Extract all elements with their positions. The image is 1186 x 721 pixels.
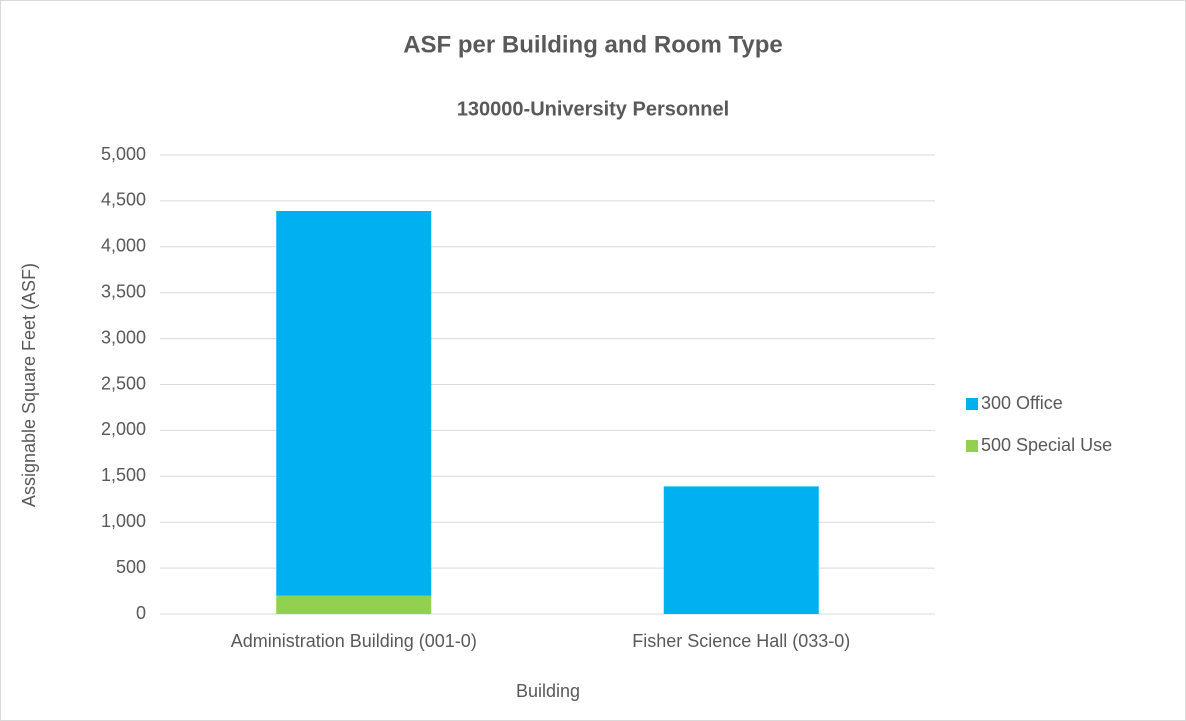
y-tick-label: 4,000: [101, 236, 146, 256]
y-tick-label: 1,000: [101, 511, 146, 531]
legend-label: 500 Special Use: [981, 435, 1112, 455]
y-tick-label: 500: [116, 557, 146, 577]
y-tick-label: 0: [136, 603, 146, 623]
y-tick-label: 2,500: [101, 373, 146, 393]
legend-swatch: [966, 398, 978, 410]
x-tick-label: Fisher Science Hall (033-0): [632, 631, 850, 651]
y-tick-label: 4,500: [101, 190, 146, 210]
bar-segment: [276, 210, 432, 596]
legend-label: 300 Office: [981, 393, 1063, 413]
bar-segment: [276, 595, 432, 614]
y-axis-label: Assignable Square Feet (ASF): [19, 263, 39, 507]
chart-subtitle: 130000-University Personnel: [457, 98, 729, 120]
legend-swatch: [966, 440, 978, 452]
y-tick-label: 1,500: [101, 465, 146, 485]
y-tick-label: 2,000: [101, 419, 146, 439]
chart-title: ASF per Building and Room Type: [403, 31, 783, 58]
y-tick-label: 5,000: [101, 144, 146, 164]
y-tick-label: 3,500: [101, 281, 146, 301]
y-tick-label: 3,000: [101, 327, 146, 347]
x-tick-label: Administration Building (001-0): [231, 631, 477, 651]
x-axis-label: Building: [516, 681, 580, 701]
bar-segment: [663, 486, 819, 614]
